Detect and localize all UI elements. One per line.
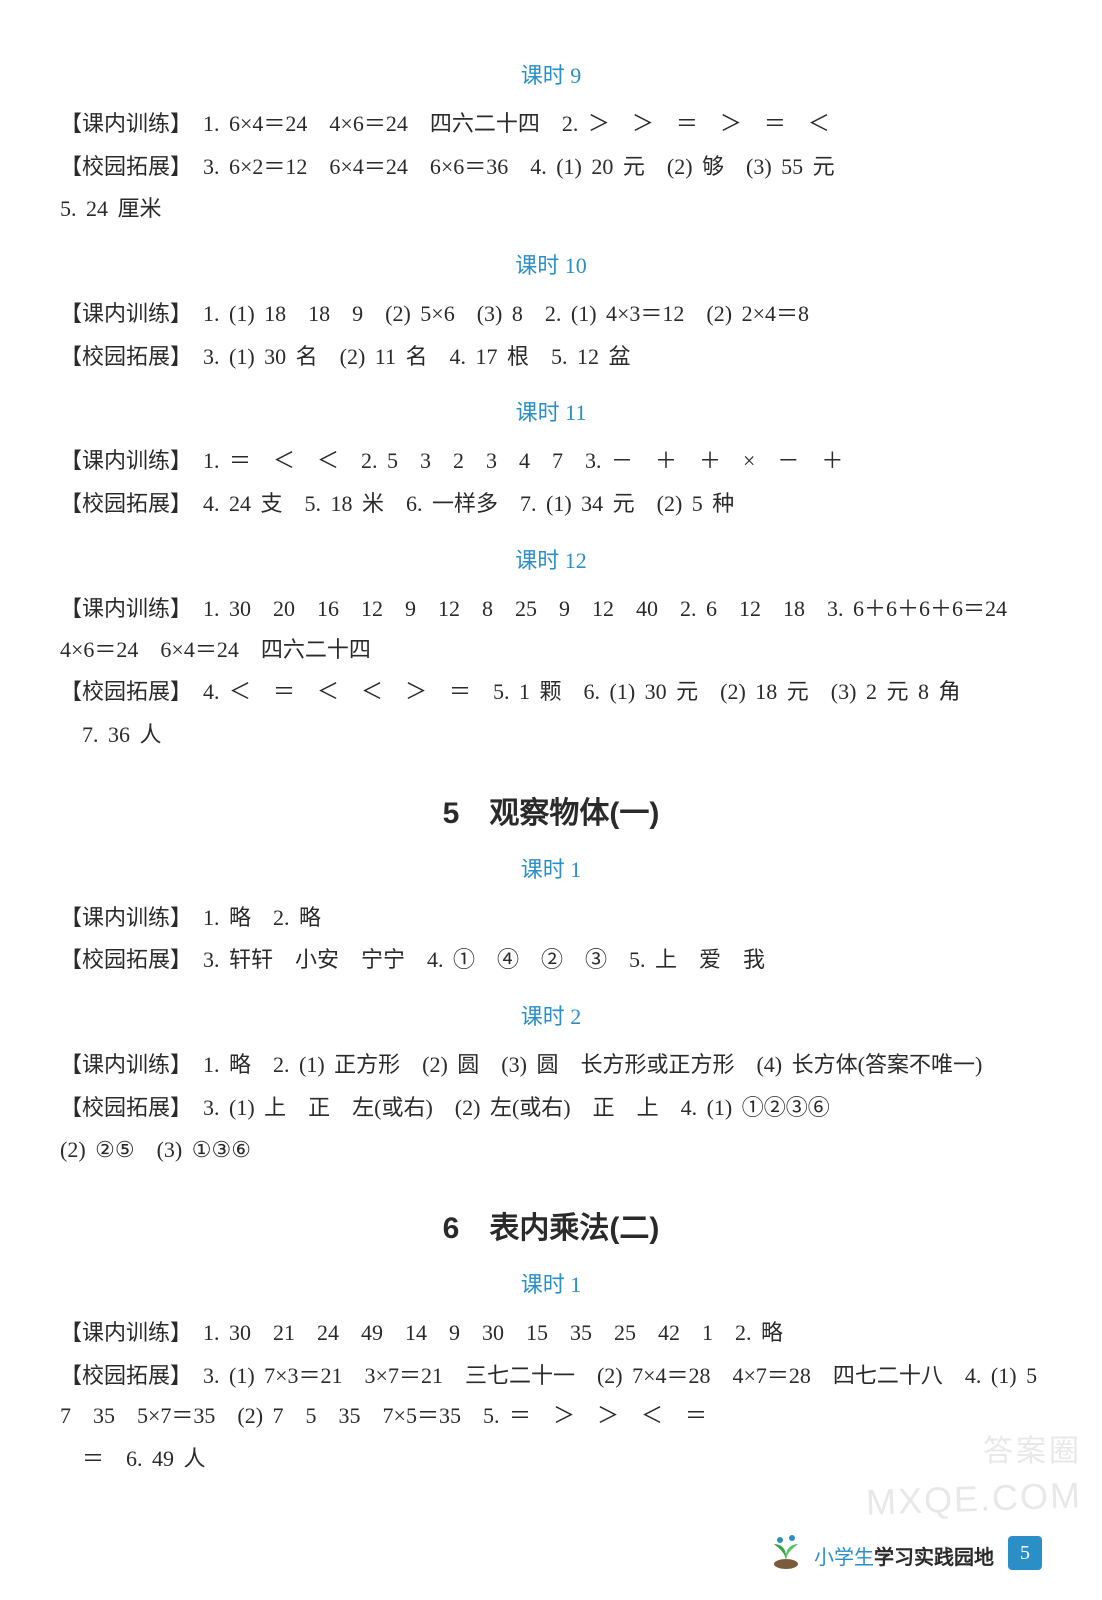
answer-line: ＝ 6. 49 人 bbox=[60, 1439, 1042, 1480]
page-number: 5 bbox=[1008, 1536, 1042, 1570]
footer-text: 小学生学习实践园地 bbox=[814, 1541, 994, 1570]
answer-line: 【校园拓展】 3. 轩轩 小安 宁宁 4. ① ④ ② ③ 5. 上 爱 我 bbox=[60, 940, 1042, 981]
section-heading: 6 表内乘法(二) bbox=[60, 1203, 1042, 1247]
page-footer: 小学生学习实践园地 5 bbox=[766, 1530, 1042, 1570]
lesson-title: 课时 2 bbox=[60, 999, 1042, 1031]
answer-line: 【校园拓展】 3. 6×2＝12 6×4＝24 6×6＝36 4. (1) 20… bbox=[60, 147, 1042, 188]
section-heading: 5 观察物体(一) bbox=[60, 788, 1042, 832]
answer-line: (2) ②⑤ (3) ①③⑥ bbox=[60, 1130, 1042, 1171]
page-container: 课时 9 【课内训练】 1. 6×4＝24 4×6＝24 四六二十四 2. ＞ … bbox=[0, 0, 1102, 1600]
answer-line: 【课内训练】 1. 30 21 24 49 14 9 30 15 35 25 4… bbox=[60, 1313, 1042, 1354]
lesson-title: 课时 9 bbox=[60, 58, 1042, 90]
answer-line: 【课内训练】 1. 略 2. (1) 正方形 (2) 圆 (3) 圆 长方形或正… bbox=[60, 1045, 1042, 1086]
answer-line: 【课内训练】 1. 6×4＝24 4×6＝24 四六二十四 2. ＞ ＞ ＝ ＞… bbox=[60, 104, 1042, 145]
lesson-title: 课时 1 bbox=[60, 1267, 1042, 1299]
answer-line: 【课内训练】 1. ＝ ＜ ＜ 2. 5 3 2 3 4 7 3. － ＋ ＋ … bbox=[60, 441, 1042, 482]
answer-line: 5. 24 厘米 bbox=[60, 189, 1042, 230]
lesson-title: 课时 11 bbox=[60, 395, 1042, 427]
lesson-title: 课时 10 bbox=[60, 248, 1042, 280]
answer-line: 7. 36 人 bbox=[60, 715, 1042, 756]
answer-line: 【课内训练】 1. 30 20 16 12 9 12 8 25 9 12 40 … bbox=[60, 589, 1042, 670]
footer-black: 学习实践园地 bbox=[874, 1547, 994, 1569]
sprout-icon bbox=[766, 1530, 806, 1570]
watermark-en: MXQE.COM bbox=[865, 1474, 1082, 1524]
answer-line: 【校园拓展】 3. (1) 30 名 (2) 11 名 4. 17 根 5. 1… bbox=[60, 337, 1042, 378]
answer-line: 【校园拓展】 4. 24 支 5. 18 米 6. 一样多 7. (1) 34 … bbox=[60, 484, 1042, 525]
answer-line: 【课内训练】 1. 略 2. 略 bbox=[60, 898, 1042, 939]
lesson-title: 课时 12 bbox=[60, 543, 1042, 575]
answer-line: 【校园拓展】 4. ＜ ＝ ＜ ＜ ＞ ＝ 5. 1 颗 6. (1) 30 元… bbox=[60, 672, 1042, 713]
answer-line: 【课内训练】 1. (1) 18 18 9 (2) 5×6 (3) 8 2. (… bbox=[60, 294, 1042, 335]
answer-line: 【校园拓展】 3. (1) 上 正 左(或右) (2) 左(或右) 正 上 4.… bbox=[60, 1088, 1042, 1129]
answer-line: 【校园拓展】 3. (1) 7×3＝21 3×7＝21 三七二十一 (2) 7×… bbox=[60, 1356, 1042, 1437]
footer-blue: 小学生 bbox=[814, 1547, 874, 1569]
lesson-title: 课时 1 bbox=[60, 852, 1042, 884]
